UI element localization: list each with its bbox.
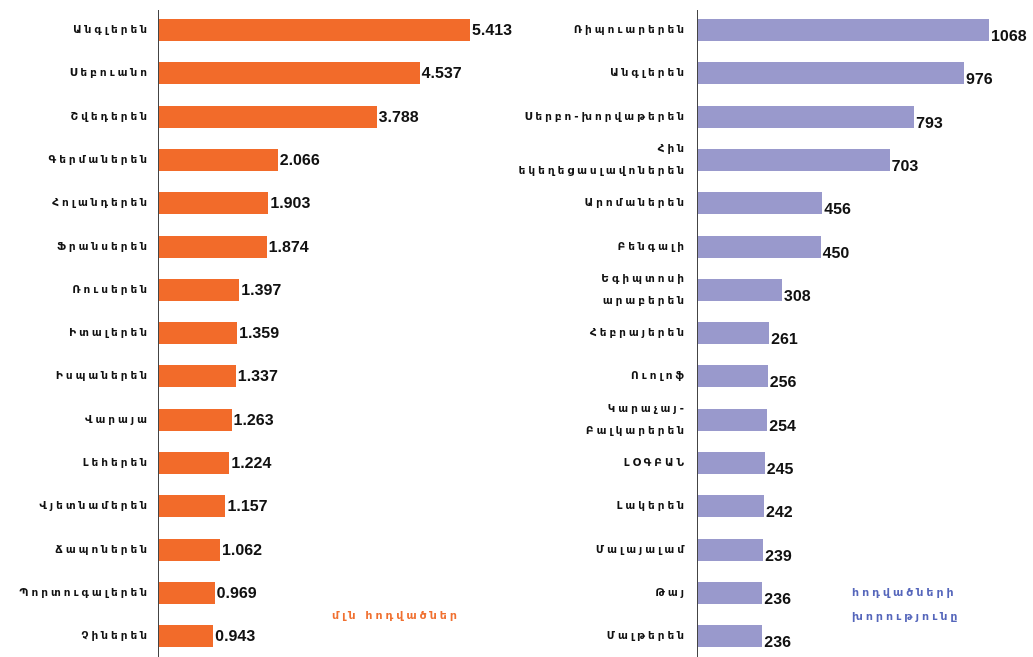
category-label: Հոլանդերեն <box>52 197 150 210</box>
category-label: Հին եկեղեցասլավոներեն <box>518 142 687 177</box>
category-label: Բենգալի <box>617 240 687 253</box>
value-label: 976 <box>965 71 993 89</box>
category-label: Ֆրանսերեն <box>56 240 150 253</box>
axis-line <box>697 10 698 657</box>
bar <box>698 322 770 345</box>
bar <box>159 322 238 345</box>
category-label: Անգլերեն <box>610 67 687 80</box>
category-label: Արոմաներեն <box>584 197 687 210</box>
category-label: Ռիպուարերեն <box>573 24 687 36</box>
bar <box>159 278 240 301</box>
value-label: 0.969 <box>216 584 257 602</box>
category-label: Ճապոներեն <box>55 543 150 556</box>
category-label: Վարայա <box>84 413 150 426</box>
category-label: Ուոլոֆ <box>631 370 687 383</box>
bar <box>159 148 278 171</box>
annotation: հոդվածների խորությունը <box>852 586 961 623</box>
category-label: Մալթերեն <box>606 630 687 643</box>
category-label: Կարաչայ- Բալկարերեն <box>585 402 687 437</box>
category-label: Գերմաներեն <box>48 153 150 166</box>
value-label: 242 <box>765 504 793 522</box>
bar <box>698 105 915 128</box>
bar <box>698 278 782 301</box>
value-label: 3.788 <box>378 108 419 126</box>
annotation: մլն հոդվածներ <box>332 609 460 622</box>
bar <box>698 148 890 171</box>
category-label: Իտալերեն <box>69 327 150 340</box>
bar <box>698 495 764 518</box>
value-label: 254 <box>769 417 796 435</box>
category-label: Իսպաներեն <box>55 370 150 383</box>
category-label: Պորտուգալերեն <box>19 586 150 599</box>
bar <box>159 105 377 128</box>
category-label: Սերբո-խորվաթերեն <box>524 110 687 123</box>
category-label: Եգիպտոսի արաբերեն <box>601 272 687 307</box>
bar <box>698 408 768 431</box>
value-label: 0.943 <box>215 628 256 646</box>
value-label: 308 <box>783 287 811 305</box>
bar <box>159 365 236 388</box>
value-label: 256 <box>769 374 797 392</box>
value-label: 1068 <box>991 28 1027 45</box>
value-label: 1.263 <box>233 411 274 429</box>
category-label: Չիներեն <box>81 630 150 643</box>
value-label: 1.157 <box>227 498 268 516</box>
category-label: Լակերեն <box>616 500 687 513</box>
value-label: 1.062 <box>222 541 263 559</box>
category-label: Անգլերեն <box>73 24 150 36</box>
bar <box>159 19 470 41</box>
bar <box>698 538 764 561</box>
bar <box>698 192 823 215</box>
bar <box>698 581 763 604</box>
bar <box>159 62 420 85</box>
axis-line <box>158 10 159 657</box>
value-label: 1.359 <box>239 325 280 343</box>
value-label: 456 <box>824 201 851 219</box>
category-label: Սեբուանո <box>69 67 150 80</box>
bar <box>159 495 226 518</box>
bar <box>159 581 215 604</box>
bar <box>159 192 269 215</box>
value-label: 1.224 <box>231 455 272 472</box>
category-label: Ռուսերեն <box>72 283 150 296</box>
bar <box>698 19 990 41</box>
bar <box>698 62 964 85</box>
bar <box>159 625 214 648</box>
category-label: Մալայալամ <box>595 543 687 556</box>
value-label: 239 <box>765 547 792 565</box>
value-label: 703 <box>891 157 919 175</box>
bar <box>159 538 220 561</box>
value-label: 4.537 <box>421 65 462 83</box>
bar <box>698 235 821 258</box>
value-label: 261 <box>771 331 798 349</box>
value-label: 236 <box>764 634 791 652</box>
value-label: 1.397 <box>241 281 282 299</box>
value-label: 450 <box>822 244 850 262</box>
bar <box>698 625 763 648</box>
value-label: 245 <box>766 461 794 478</box>
bar <box>159 452 230 474</box>
category-label: Թայ <box>655 586 687 599</box>
value-label: 1.903 <box>270 195 311 213</box>
value-label: 5.413 <box>471 22 513 39</box>
value-label: 2.066 <box>279 151 320 169</box>
category-label: Հեբրայերեն <box>589 327 687 340</box>
category-label: ԼՕԳԲԱՆ <box>623 457 687 469</box>
bar <box>698 365 768 388</box>
bar <box>159 235 267 258</box>
value-label: 793 <box>916 114 943 132</box>
category-label: Վյետնամերեն <box>39 500 150 513</box>
value-label: 1.874 <box>268 238 309 256</box>
category-label: Շվեդերեն <box>70 110 150 123</box>
value-label: 236 <box>764 590 791 608</box>
bar <box>698 452 765 474</box>
value-label: 1.337 <box>237 368 278 386</box>
bar <box>159 408 232 431</box>
category-label: Լեհերեն <box>82 457 150 469</box>
